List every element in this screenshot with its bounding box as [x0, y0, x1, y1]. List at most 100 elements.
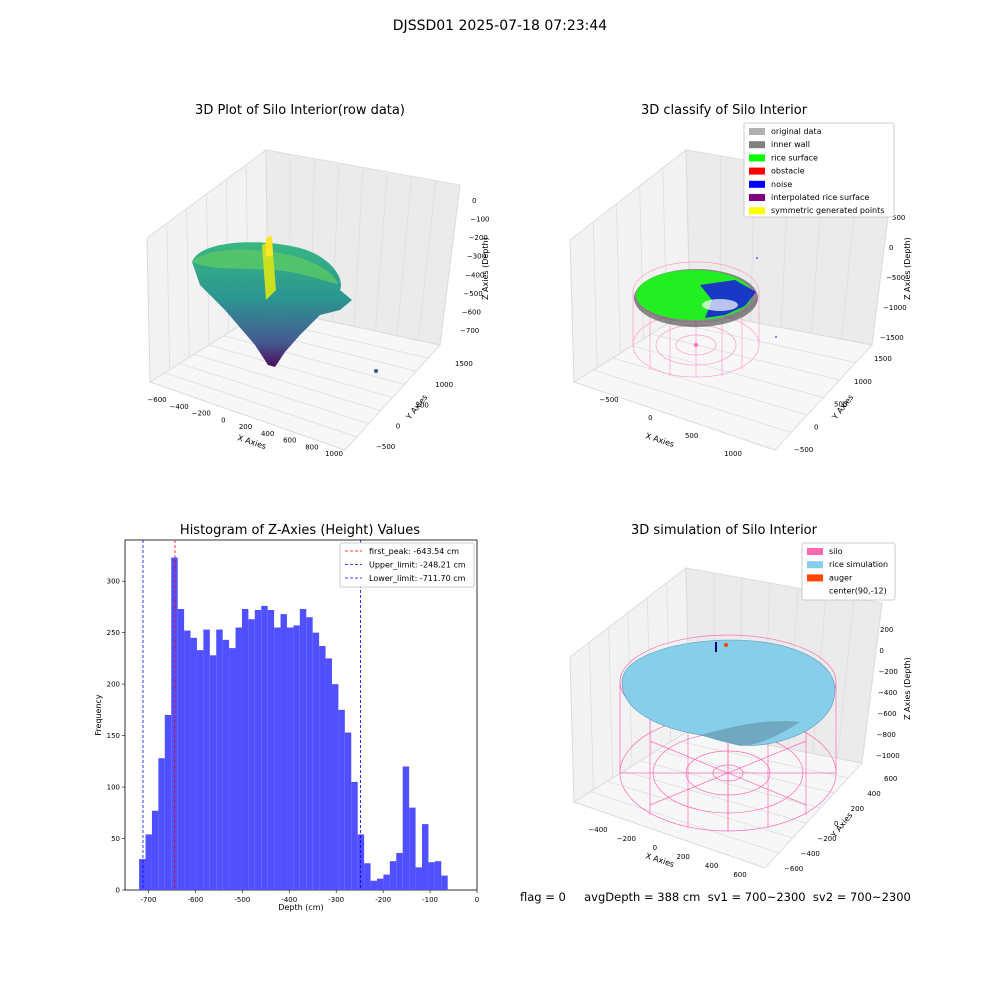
- histogram-ytick-label: 100: [107, 784, 120, 792]
- histogram-xtick-label: -300: [328, 896, 344, 904]
- histogram-bar: [396, 852, 403, 890]
- simulation-y-tick-label: 200: [851, 805, 864, 813]
- simulation-ylabel: Y Axies: [829, 811, 855, 840]
- simulation-z-tick-label: −200: [879, 668, 898, 676]
- simulation-rice-surface: [621, 639, 836, 746]
- raw-z-tick-label: −300: [467, 253, 486, 261]
- histogram-bar: [306, 617, 313, 890]
- classify-y-tick-label: −500: [794, 446, 813, 454]
- classify-x-tick-label: 0: [648, 414, 652, 422]
- classify-legend-swatch: [749, 207, 765, 215]
- histogram-bar: [151, 810, 159, 890]
- raw-x-tick-label: 1000: [325, 450, 343, 458]
- simulation-legend: silo rice simulation auger center(90,-12): [801, 542, 896, 601]
- histogram-bar: [409, 807, 416, 890]
- raw-y-tick-label: 500: [416, 402, 429, 410]
- simulation-z-tick-label: −400: [878, 689, 897, 697]
- histogram-ytick-label: 300: [107, 578, 120, 586]
- classify-y-tick-label: 500: [834, 401, 847, 409]
- histogram-bar: [376, 878, 384, 890]
- classify-legend-label: inner wall: [771, 140, 810, 149]
- simulation-zlabel: Z Axies (Depth): [903, 657, 912, 720]
- histogram-bar: [344, 732, 352, 890]
- histogram-bar: [325, 658, 332, 890]
- histogram-ytick-label: 50: [111, 835, 120, 843]
- histogram-legend-label: first_peak: -643.54 cm: [369, 547, 459, 556]
- raw-y-tick-label: 0: [396, 422, 400, 430]
- histogram-bar: [209, 655, 217, 890]
- histogram-xtick-label: -200: [375, 896, 391, 904]
- raw-y-tick-label: −500: [376, 443, 395, 451]
- classify-y-tick-label: 1000: [854, 378, 872, 386]
- histogram-bar: [164, 715, 172, 890]
- figure-title: DJSSD01 2025-07-18 07:23:44: [392, 18, 608, 34]
- simulation-y-tick-label: −400: [801, 850, 820, 858]
- classify-zlabel: Z Axies (Depth): [903, 237, 912, 300]
- histogram-bar: [158, 758, 165, 890]
- histogram-bar: [421, 824, 429, 890]
- classify-z-tick-label: 500: [892, 214, 905, 222]
- histogram-bar: [177, 608, 185, 890]
- histogram-bar: [216, 629, 223, 890]
- histogram-bar: [139, 859, 146, 890]
- simulation-z-tick-label: 200: [880, 626, 893, 634]
- histogram-bar: [241, 608, 249, 890]
- histogram-bar: [383, 874, 390, 890]
- simulation-y-tick-label: 0: [834, 820, 838, 828]
- simulation-y-tick-label: 400: [867, 790, 880, 798]
- classify-legend-label: symmetric generated points: [771, 206, 884, 215]
- simulation-y-tick-label: −200: [817, 835, 836, 843]
- histogram-legend-label: Upper_limit: -248.21 cm: [369, 561, 466, 570]
- simulation-x-tick-label: 0: [653, 844, 657, 852]
- raw-x-tick-label: −600: [147, 396, 166, 404]
- raw-z-tick-label: −700: [460, 327, 479, 335]
- classify-legend-swatch: [749, 128, 765, 135]
- simulation-x-tick-label: 200: [677, 853, 690, 861]
- classify-legend: original data inner wall rice surface obsta…: [743, 122, 895, 218]
- histogram-bar: [428, 862, 435, 890]
- classify-silo-wireframe: [632, 261, 760, 378]
- histogram-bar: [267, 610, 275, 890]
- histogram-bar: [261, 605, 268, 890]
- classify-legend-swatch: [749, 167, 765, 175]
- simulation-y-tick-label: 600: [884, 775, 897, 783]
- histogram-ytick-label: 200: [107, 681, 120, 689]
- histogram-legend-label: Lower_limit: -711.70 cm: [369, 574, 466, 583]
- histogram-bar: [196, 650, 204, 890]
- histogram-bar: [370, 880, 377, 890]
- histogram-bar: [434, 861, 442, 890]
- histogram-legend: first_peak: -643.54 cm Upper_limit: -248.…: [339, 542, 475, 588]
- simulation-legend-label: rice simulation: [829, 560, 888, 569]
- classify-legend-label: obstacle: [771, 167, 805, 176]
- classify-legend-label: interpolated rice surface: [771, 193, 869, 202]
- histogram-xlabel: Depth (cm): [278, 903, 323, 912]
- raw-x-tick-label: −200: [192, 410, 211, 418]
- histogram-ytick-label: 250: [107, 629, 120, 637]
- histogram-bar: [312, 632, 320, 890]
- histogram-bar: [184, 630, 191, 890]
- classify-z-tick-label: −1500: [880, 334, 904, 342]
- histogram-bar: [351, 781, 358, 890]
- histogram-bar: [299, 608, 307, 890]
- classify-legend-label: noise: [771, 180, 792, 189]
- histogram-bar: [364, 863, 371, 890]
- histogram-ytick-label: 0: [116, 887, 120, 895]
- classify-z-tick-label: 0: [889, 244, 893, 252]
- classify-legend-swatch: [749, 194, 765, 201]
- simulation-y-tick-label: −600: [784, 865, 803, 873]
- classify-y-tick-label: 0: [814, 423, 818, 431]
- classify-y-tick-label: 1500: [874, 355, 892, 363]
- raw-z-tick-label: −100: [470, 216, 489, 224]
- histogram-bar: [222, 639, 230, 890]
- simulation-z-tick-label: 0: [879, 647, 883, 655]
- raw-x-tick-label: 600: [283, 437, 296, 445]
- simulation-x-tick-label: −400: [588, 826, 607, 834]
- histogram-bar: [171, 557, 178, 890]
- raw-z-tick-label: −600: [462, 308, 481, 316]
- simulation-z-tick-label: −1000: [876, 752, 900, 760]
- histogram-bar: [229, 648, 236, 890]
- raw-y-tick-label: 1500: [455, 360, 473, 368]
- histogram-bar: [357, 834, 365, 890]
